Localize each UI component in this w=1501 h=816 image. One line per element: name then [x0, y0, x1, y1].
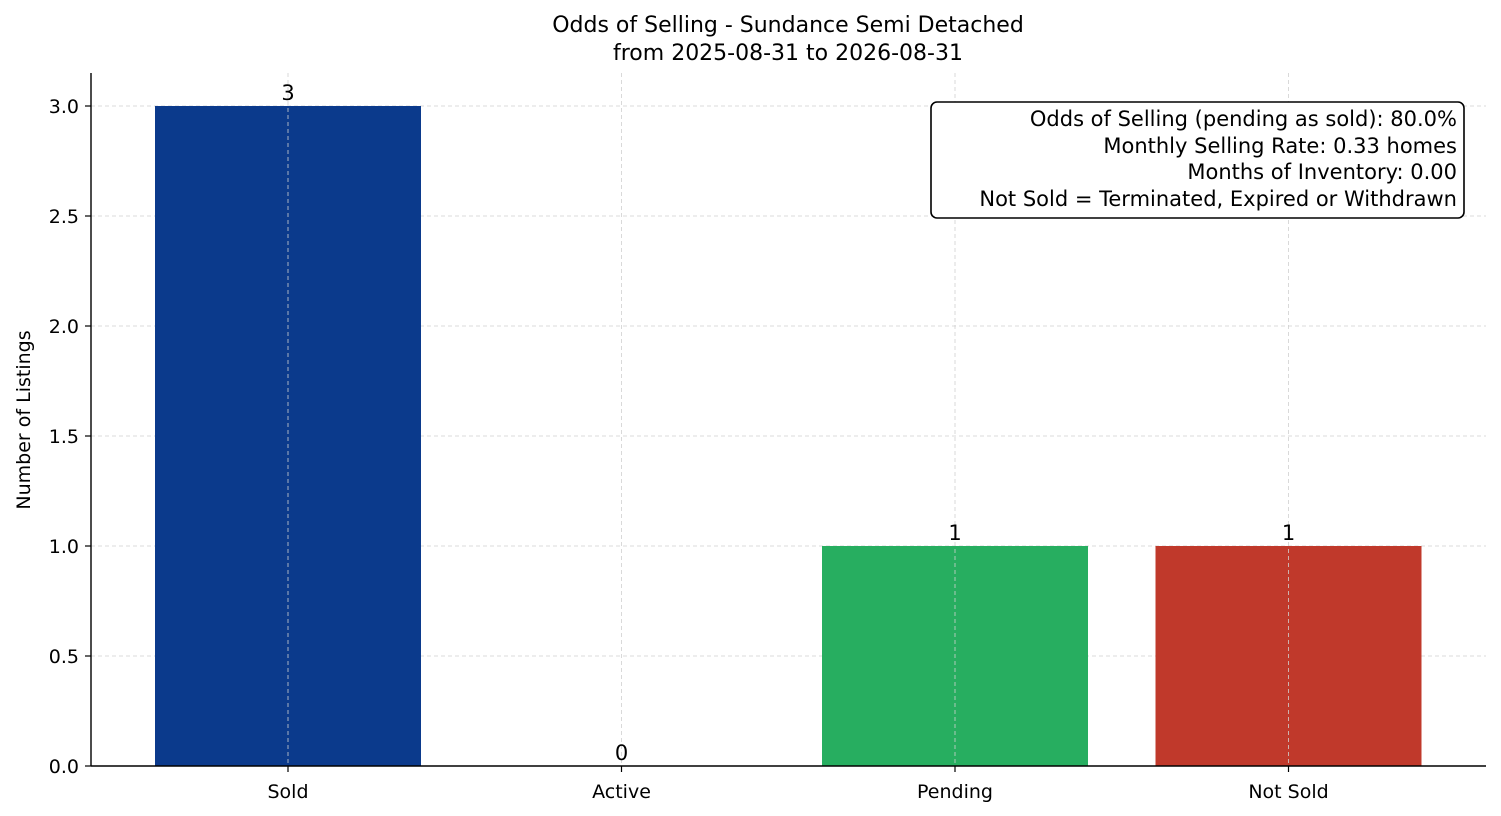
y-tick-label: 2.0 [49, 316, 79, 338]
chart-title: Odds of Selling - Sundance Semi Detached [552, 13, 1024, 38]
chart-subtitle: from 2025-08-31 to 2026-08-31 [613, 41, 963, 66]
y-tick-label: 1.0 [49, 536, 79, 558]
axes: 0.0 0.5 1.0 1.5 2.0 2.5 3.0 Sold Active Pending No… [49, 73, 1486, 803]
y-tick-label: 0.0 [49, 756, 79, 778]
info-box: Odds of Selling (pending as sold): 80.0%… [930, 101, 1465, 219]
bar-value-label: 1 [948, 521, 961, 545]
y-tick-label: 1.5 [49, 426, 79, 448]
bar-value-label: 3 [281, 81, 294, 105]
bar-value-label: 1 [1282, 521, 1295, 545]
info-line-odds: Odds of Selling (pending as sold): 80.0% [1030, 107, 1457, 131]
y-tick-label: 0.5 [49, 646, 79, 668]
x-tick-label: Sold [267, 781, 308, 803]
bar-value-label: 0 [615, 741, 628, 765]
bar-sold [155, 106, 421, 766]
info-line-not-sold-definition: Not Sold = Terminated, Expired or Withdr… [979, 187, 1457, 211]
info-box-frame [930, 101, 1465, 219]
x-tick-label: Not Sold [1248, 781, 1328, 803]
info-line-monthly-rate: Monthly Selling Rate: 0.33 homes [1103, 134, 1457, 158]
bar-value-labels: 3 0 1 1 [281, 81, 1295, 765]
x-tick-label: Pending [917, 781, 993, 803]
y-tick-label: 3.0 [49, 96, 79, 118]
x-tick-label: Active [592, 781, 651, 803]
info-line-months-inventory: Months of Inventory: 0.00 [1187, 160, 1457, 184]
y-axis-label: Number of Listings [13, 330, 35, 509]
y-tick-label: 2.5 [49, 206, 79, 228]
